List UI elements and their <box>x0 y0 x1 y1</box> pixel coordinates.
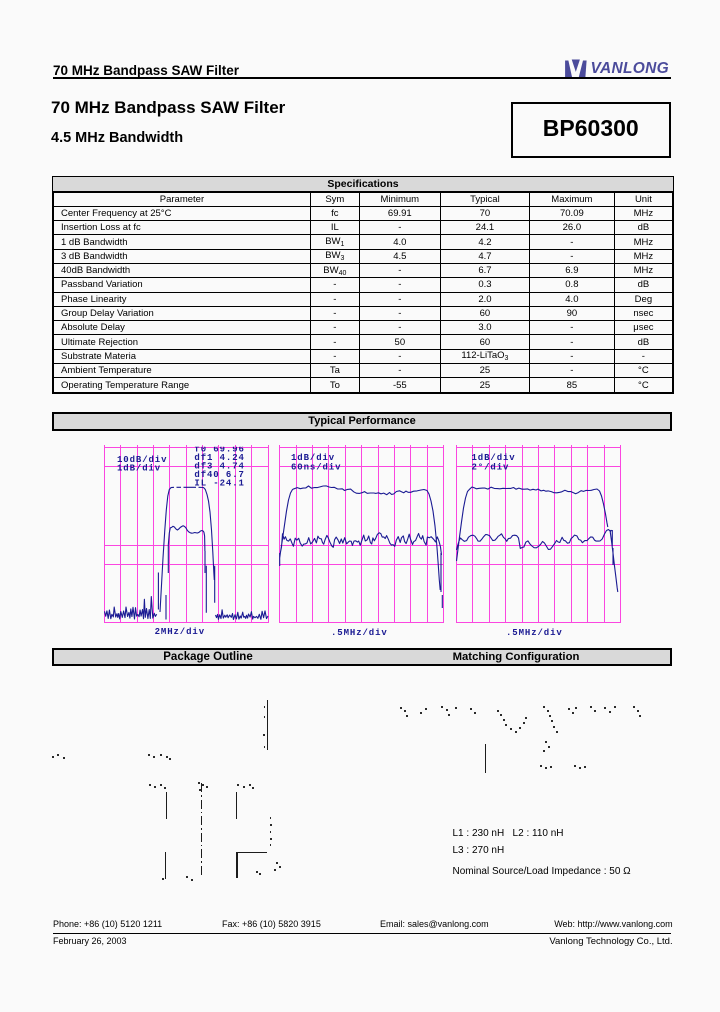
svg-text:.5MHz/div: .5MHz/div <box>331 628 388 638</box>
svg-text:1dB/div: 1dB/div <box>291 453 335 463</box>
svg-text:10dB/div: 10dB/div <box>117 455 167 465</box>
svg-text:1dB/div: 1dB/div <box>117 464 161 474</box>
svg-text:2°/div: 2°/div <box>472 462 510 472</box>
svg-text:.5MHz/div: .5MHz/div <box>506 628 563 638</box>
svg-text:60ns/div: 60ns/div <box>291 462 341 472</box>
svg-text:f0 69.96: f0 69.96 <box>194 444 244 454</box>
svg-text:1dB/div: 1dB/div <box>472 453 516 463</box>
svg-text:VANLONG: VANLONG <box>591 60 669 77</box>
svg-text:2MHz/div: 2MHz/div <box>155 627 205 637</box>
svg-text:df3 4.74: df3 4.74 <box>194 461 244 471</box>
svg-text:df1 4.24: df1 4.24 <box>194 453 244 463</box>
svg-text:df40 6.7: df40 6.7 <box>194 470 244 480</box>
svg-text:IL -24.1: IL -24.1 <box>194 478 244 488</box>
